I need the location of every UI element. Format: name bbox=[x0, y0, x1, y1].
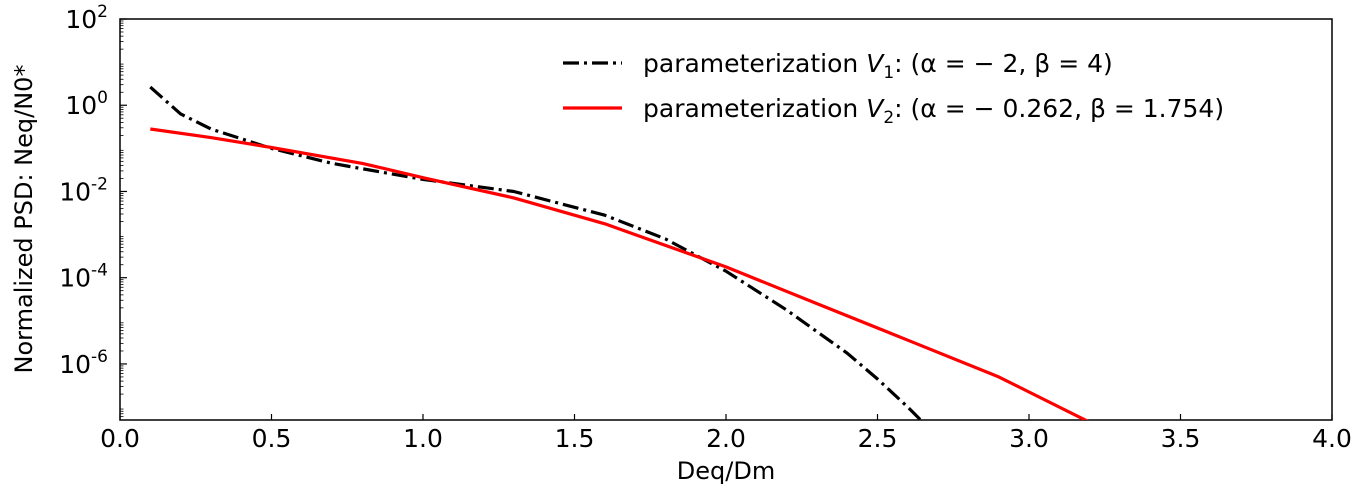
axis-ticks: 0.0 0.5 1.0 1.5 2.0 2.5 3.0 3.5 4.0 102 100 10-2 10-… bbox=[59, 2, 1352, 453]
x-axis-label: Deq/Dm bbox=[677, 457, 775, 485]
x-tick-label: 2.0 bbox=[706, 424, 746, 453]
series-line-2 bbox=[150, 127, 1089, 420]
legend-label-2: parameterization V2: (α = − 0.262, β = 1… bbox=[643, 94, 1224, 128]
y-tick-label: 10-6 bbox=[59, 347, 108, 379]
x-tick-label: 3.5 bbox=[1161, 424, 1201, 453]
y-tick-label: 100 bbox=[65, 88, 108, 120]
x-tick-label: 1.5 bbox=[555, 424, 595, 453]
x-tick-label: 2.5 bbox=[858, 424, 898, 453]
legend-label-1: parameterization V1: (α = − 2, β = 4) bbox=[643, 49, 1113, 83]
y-tick-label: 10-2 bbox=[59, 174, 108, 206]
y-tick-label: 10-4 bbox=[59, 261, 108, 293]
series-lines bbox=[149, 85, 1089, 420]
plot-frame bbox=[119, 18, 1333, 421]
series-line-1 bbox=[149, 85, 923, 420]
legend: parameterization V1: (α = − 2, β = 4) par… bbox=[563, 49, 1224, 128]
x-tick-label: 3.0 bbox=[1009, 424, 1049, 453]
x-tick-label: 4.0 bbox=[1312, 424, 1352, 453]
x-tick-label: 0.0 bbox=[100, 424, 140, 453]
y-axis-label: Normalized PSD: Neq/N0* bbox=[10, 65, 38, 374]
x-tick-label: 0.5 bbox=[252, 424, 292, 453]
y-tick-label: 102 bbox=[65, 2, 108, 34]
x-tick-label: 1.0 bbox=[403, 424, 443, 453]
